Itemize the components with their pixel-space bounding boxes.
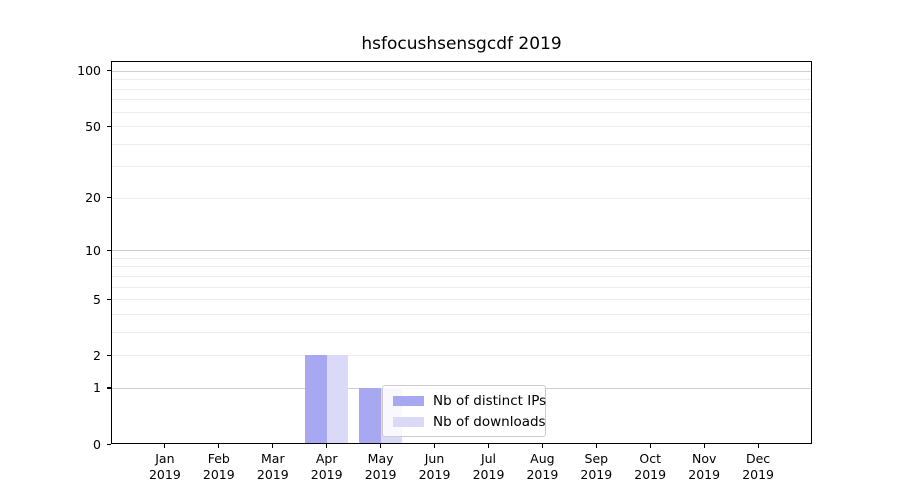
x-tick-label-aug: Aug 2019	[514, 451, 570, 483]
y-tick-5	[106, 298, 111, 300]
y-tick-label-0: 0	[93, 436, 101, 452]
x-tick-year: 2019	[634, 467, 667, 482]
x-tick-year: 2019	[148, 467, 181, 482]
x-tick-label-nov: Nov 2019	[676, 451, 732, 483]
x-tick-label-mar: Mar 2019	[245, 451, 301, 483]
x-tick-label-sep: Sep 2019	[568, 451, 624, 483]
bar-apr-series-1	[305, 355, 327, 443]
y-tick-50	[106, 125, 111, 127]
y-tick-0	[106, 443, 111, 445]
bar-apr-series-2	[326, 355, 349, 443]
gridline-20	[112, 197, 811, 199]
gridline-80	[112, 88, 811, 90]
gridline-10	[112, 250, 811, 252]
legend-row-2: Nb of downloads	[393, 414, 546, 430]
x-tick-year: 2019	[472, 467, 505, 482]
gridline-9	[112, 257, 811, 259]
legend-row-1: Nb of distinct IPs	[393, 393, 546, 409]
legend-label-1: Nb of distinct IPs	[433, 393, 547, 409]
y-tick-2	[106, 354, 111, 356]
gridline-90	[112, 79, 811, 81]
gridline-3	[112, 331, 811, 333]
x-tick-label-feb: Feb 2019	[191, 451, 247, 483]
x-tick-may	[380, 444, 382, 448]
x-tick-label-dec: Dec 2019	[730, 451, 786, 483]
legend: Nb of distinct IPs Nb of downloads	[382, 385, 546, 437]
gridline-8	[112, 266, 811, 268]
x-tick-year: 2019	[418, 467, 451, 482]
x-tick-nov	[703, 444, 705, 448]
y-tick-label-2: 2	[93, 347, 101, 363]
x-tick-oct	[649, 444, 651, 448]
chart-title: hsfocushsensgcdf 2019	[361, 34, 562, 54]
x-tick-month: Jan	[155, 451, 175, 466]
gridline-100	[112, 70, 811, 72]
x-tick-dec	[757, 444, 759, 448]
x-tick-apr	[326, 444, 328, 448]
x-tick-month: Dec	[745, 451, 771, 466]
gridline-40	[112, 143, 811, 145]
y-tick-label-5: 5	[93, 291, 101, 307]
legend-swatch-1	[393, 396, 424, 406]
gridline-50	[112, 126, 811, 127]
x-tick-label-may: May 2019	[353, 451, 409, 483]
plot-area	[111, 61, 812, 444]
gridline-6	[112, 286, 811, 288]
x-tick-year: 2019	[256, 467, 289, 482]
x-tick-jun	[433, 444, 436, 448]
y-tick-100	[106, 70, 111, 72]
x-tick-month: Apr	[315, 451, 338, 466]
x-tick-month: Feb	[207, 451, 230, 466]
x-tick-month: Jun	[424, 451, 445, 466]
x-tick-year: 2019	[310, 467, 343, 482]
x-tick-year: 2019	[742, 467, 774, 482]
x-tick-year: 2019	[364, 467, 397, 482]
bar-may-series-1	[359, 387, 381, 443]
x-tick-label-jan: Jan 2019	[137, 451, 193, 483]
y-tick-label-20: 20	[85, 190, 101, 206]
y-tick-label-100: 100	[77, 63, 101, 79]
x-tick-mar	[272, 444, 274, 448]
x-tick-month: Mar	[261, 451, 285, 466]
y-tick-10	[106, 249, 111, 251]
x-tick-label-oct: Oct 2019	[622, 451, 678, 483]
y-tick-label-50: 50	[85, 118, 101, 134]
x-tick-year: 2019	[202, 467, 235, 482]
legend-swatch-2	[393, 417, 424, 427]
gridline-4	[112, 313, 811, 315]
x-tick-label-apr: Apr 2019	[299, 451, 355, 483]
legend-label-2: Nb of downloads	[433, 414, 546, 430]
gridline-5	[112, 299, 811, 301]
x-tick-sep	[595, 444, 597, 448]
x-tick-year: 2019	[580, 467, 613, 482]
gridline-7	[112, 275, 811, 277]
x-tick-feb	[218, 444, 220, 448]
x-tick-month: Sep	[584, 451, 609, 466]
x-tick-aug	[541, 444, 543, 448]
gridline-70	[112, 99, 811, 101]
x-tick-jul	[487, 444, 490, 448]
y-tick-label-1: 1	[93, 380, 101, 396]
gridline-30	[112, 166, 811, 168]
x-tick-label-jul: Jul 2019	[461, 451, 517, 483]
x-tick-label-jun: Jun 2019	[407, 451, 463, 483]
x-tick-year: 2019	[688, 467, 721, 482]
gridline-2	[112, 355, 811, 357]
x-tick-jan	[164, 444, 166, 448]
x-tick-month: Aug	[530, 451, 555, 466]
y-tick-1	[106, 387, 111, 389]
y-tick-20	[106, 197, 111, 199]
y-tick-label-10: 10	[85, 242, 101, 258]
x-tick-month: Jul	[480, 451, 497, 466]
x-tick-year: 2019	[526, 467, 559, 482]
x-tick-month: Oct	[639, 451, 661, 466]
x-tick-month: May	[367, 451, 394, 466]
x-tick-month: Nov	[691, 451, 717, 466]
gridline-60	[112, 111, 811, 113]
